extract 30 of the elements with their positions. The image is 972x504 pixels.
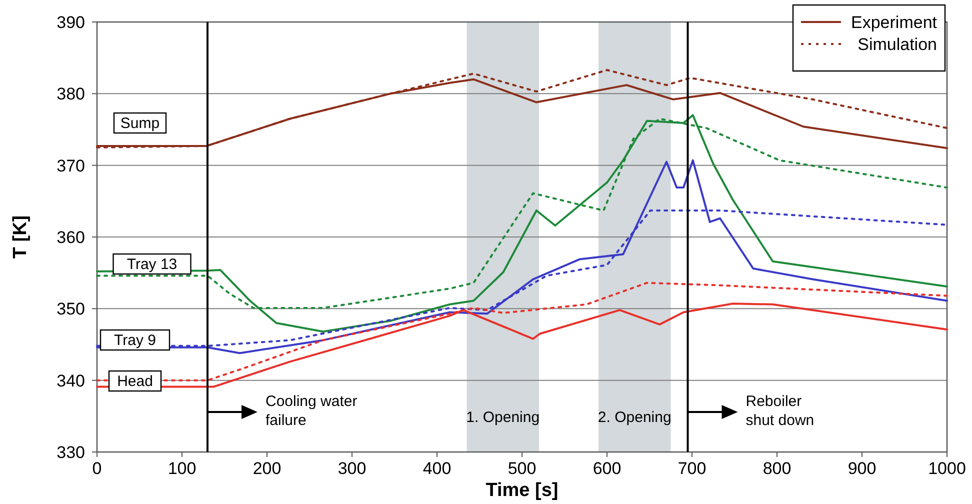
y-tick-label: 330 xyxy=(56,443,85,462)
y-tick-label: 380 xyxy=(56,84,85,104)
x-tick-label: 900 xyxy=(848,459,876,478)
legend-label: Experiment xyxy=(851,13,938,32)
annotation: Sump xyxy=(120,115,160,132)
band-label: 1. Opening xyxy=(466,409,540,426)
x-tick-label: 800 xyxy=(762,459,792,478)
y-tick-label: 340 xyxy=(56,371,85,390)
annotation: Tray 9 xyxy=(114,332,156,349)
annotation: Reboiler shut down xyxy=(746,393,814,429)
x-tick-label: 300 xyxy=(338,459,366,478)
annotation: Cooling water failure xyxy=(266,393,358,429)
x-tick-label: 100 xyxy=(168,459,196,478)
y-tick-label: 360 xyxy=(56,228,85,247)
annotation: Tray 13 xyxy=(126,256,178,273)
legend-label: Simulation xyxy=(858,35,937,54)
y-tick-label: 390 xyxy=(56,13,85,32)
y-tick-label: 370 xyxy=(56,156,85,176)
x-tick-label: 600 xyxy=(592,459,622,478)
band-label: 2. Opening xyxy=(598,409,672,426)
x-axis-title: Time [s] xyxy=(486,480,558,501)
annotation: Head xyxy=(117,373,153,390)
x-tick-label: 500 xyxy=(508,459,536,478)
x-tick-label: 0 xyxy=(92,459,102,478)
y-axis-title: T [K] xyxy=(10,215,31,259)
x-tick-label: 700 xyxy=(678,459,706,478)
x-tick-label: 400 xyxy=(422,459,452,478)
y-tick-label: 350 xyxy=(56,300,85,319)
x-tick-label: 1000 xyxy=(928,459,966,478)
x-tick-label: 200 xyxy=(252,459,282,478)
